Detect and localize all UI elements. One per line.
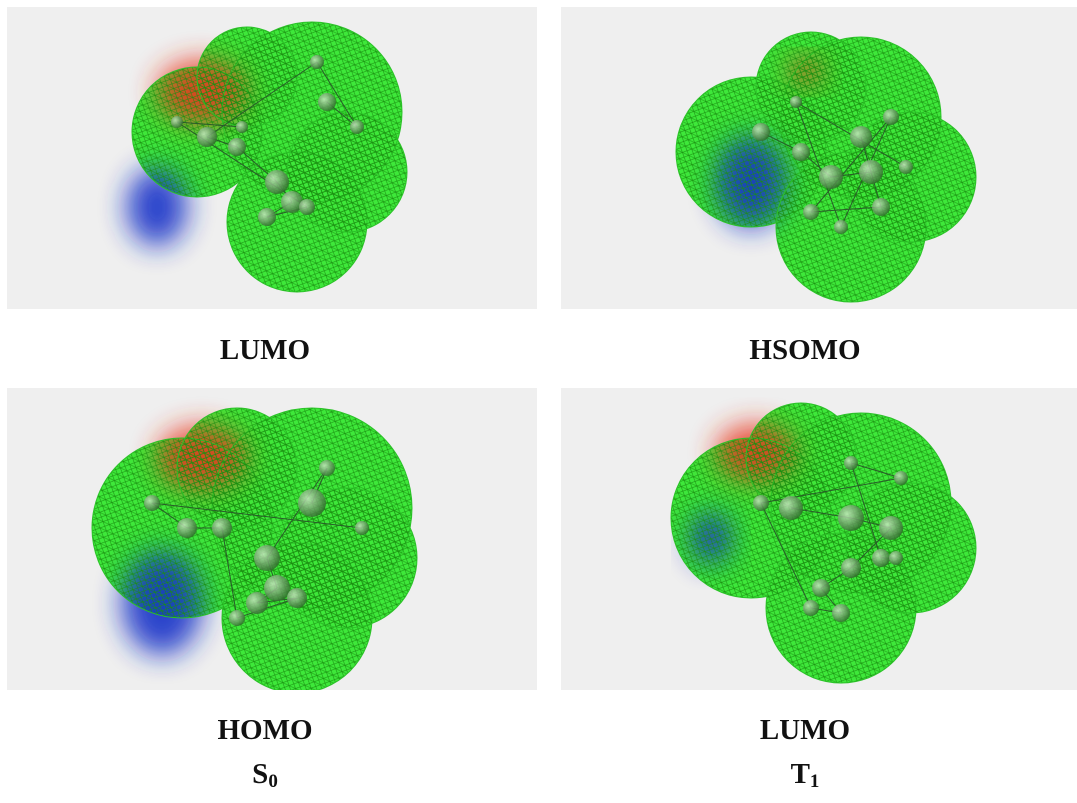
orbital-label: LUMO <box>0 336 530 365</box>
atom <box>803 600 819 616</box>
atom <box>894 471 908 485</box>
orbital-label: LUMO <box>540 716 1070 745</box>
atom <box>246 592 268 614</box>
atom <box>889 551 903 565</box>
mesh <box>846 483 976 613</box>
figure: LUMO HSOMO HOMO LUMO S0 T1 <box>0 0 1077 803</box>
atom <box>350 120 364 134</box>
atom <box>819 165 843 189</box>
atom <box>254 545 280 571</box>
surface <box>92 408 417 690</box>
surface-image <box>7 7 537 309</box>
atom <box>792 143 810 161</box>
atom <box>287 588 307 608</box>
atom <box>812 579 830 597</box>
atom <box>212 518 232 538</box>
atom <box>838 505 864 531</box>
atom <box>236 121 248 133</box>
atom <box>144 495 160 511</box>
mesh <box>177 408 297 528</box>
atom <box>258 208 276 226</box>
atom <box>879 516 903 540</box>
atom <box>832 604 850 622</box>
state-subscript: 0 <box>268 771 278 792</box>
atom <box>298 489 326 517</box>
atom <box>844 456 858 470</box>
atom <box>229 610 245 626</box>
atom <box>899 160 913 174</box>
surface-image <box>7 388 537 690</box>
atom <box>264 575 290 601</box>
atom <box>790 96 802 108</box>
atom <box>779 496 803 520</box>
atom <box>872 549 890 567</box>
atom <box>859 160 883 184</box>
atom <box>310 55 324 69</box>
atom <box>841 558 861 578</box>
atom <box>834 220 848 234</box>
atom <box>299 199 315 215</box>
atom <box>753 495 769 511</box>
atom <box>355 521 369 535</box>
atom <box>752 123 770 141</box>
atom <box>883 109 899 125</box>
surface <box>671 403 976 683</box>
surface <box>676 32 976 302</box>
atom <box>872 198 890 216</box>
atom <box>171 116 183 128</box>
state-symbol: T <box>791 758 810 790</box>
atom <box>197 127 217 147</box>
atom <box>803 204 819 220</box>
state-label: S0 <box>0 760 530 791</box>
atom <box>177 518 197 538</box>
state-label: T1 <box>540 760 1070 791</box>
atom <box>265 170 289 194</box>
mesh <box>756 32 866 142</box>
mesh <box>197 27 297 127</box>
state-symbol: S <box>252 758 268 790</box>
state-subscript: 1 <box>810 771 820 792</box>
orbital-label: HOMO <box>0 716 530 745</box>
atom <box>319 460 335 476</box>
surface <box>127 22 407 292</box>
orbital-label: HSOMO <box>540 336 1070 365</box>
surface-image <box>561 388 1077 690</box>
atom <box>228 138 246 156</box>
surface-image <box>561 7 1077 309</box>
atom <box>318 93 336 111</box>
atom <box>850 126 872 148</box>
